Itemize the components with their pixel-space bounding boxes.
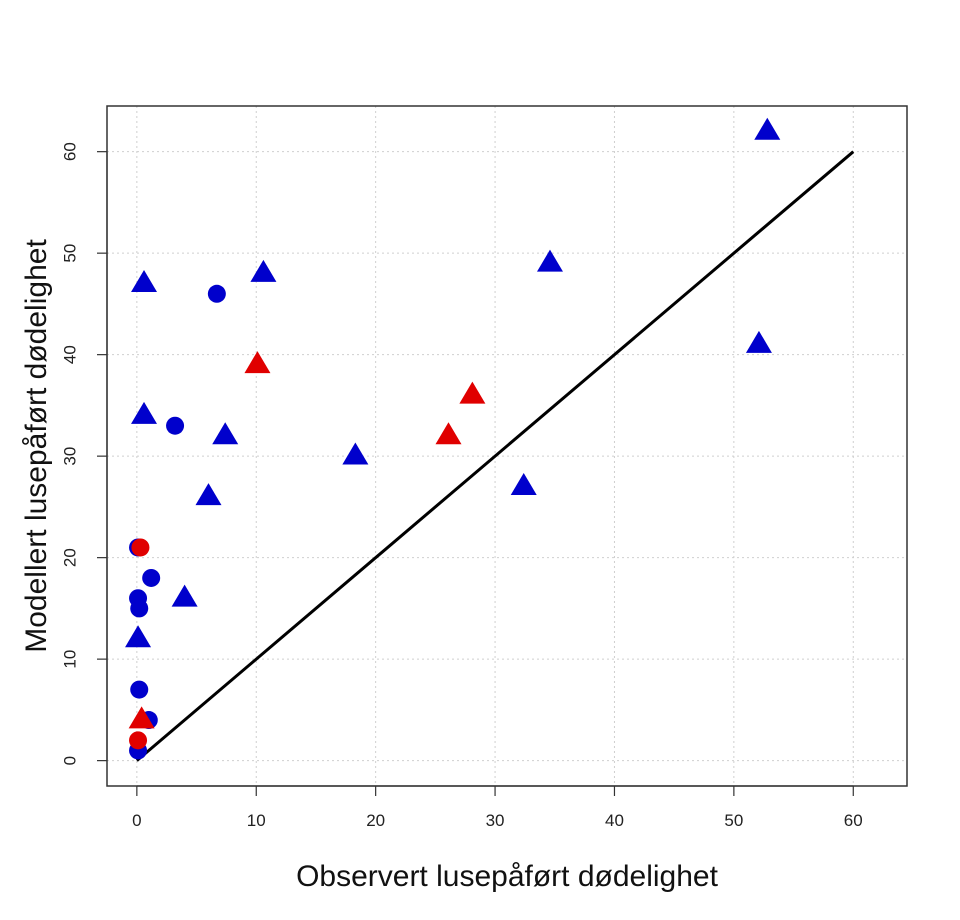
y-tick-label: 50 xyxy=(60,244,79,263)
data-point-blue-circle xyxy=(166,416,185,435)
y-tick-label: 10 xyxy=(60,650,79,669)
y-tick-label: 30 xyxy=(60,447,79,466)
data-point-red-triangle xyxy=(459,381,486,404)
data-point-blue-triangle xyxy=(131,401,158,424)
data-point-blue-triangle xyxy=(212,422,239,445)
data-point-red-triangle xyxy=(435,422,462,445)
data-point-blue-triangle xyxy=(195,483,222,506)
data-point-red-circle xyxy=(131,538,150,557)
y-tick-label: 20 xyxy=(60,548,79,567)
data-point-blue-triangle xyxy=(131,269,158,292)
data-point-red-triangle xyxy=(128,706,155,729)
data-point-blue-triangle xyxy=(536,249,563,272)
y-tick-label: 0 xyxy=(60,756,79,765)
x-axis: 0 10 20 30 40 50 60 xyxy=(132,785,863,830)
data-point-blue-triangle xyxy=(510,472,537,495)
x-tick-label: 40 xyxy=(605,811,624,830)
x-tick-label: 30 xyxy=(486,811,505,830)
data-point-blue-triangle xyxy=(342,442,369,465)
x-tick-label: 50 xyxy=(724,811,743,830)
identity-line-layer xyxy=(135,150,855,762)
data-point-red-circle xyxy=(129,731,148,750)
data-point-blue-triangle xyxy=(754,117,781,140)
x-axis-title: Observert lusepåført dødelighet xyxy=(296,860,719,893)
y-axis: 0 10 20 30 40 50 60 xyxy=(60,142,108,765)
identity-line xyxy=(135,150,855,762)
y-axis-title: Modellert lusepåført dødelighet xyxy=(20,239,53,653)
data-points xyxy=(125,117,781,760)
x-tick-label: 0 xyxy=(132,811,141,830)
data-point-red-triangle xyxy=(244,351,271,374)
data-point-blue-circle xyxy=(142,568,161,587)
data-point-blue-triangle xyxy=(171,584,198,607)
data-point-blue-triangle xyxy=(250,259,277,282)
y-tick-label: 40 xyxy=(60,345,79,364)
data-point-blue-circle xyxy=(130,680,149,699)
y-tick-label: 60 xyxy=(60,142,79,161)
data-point-blue-circle xyxy=(207,284,226,303)
data-point-blue-triangle xyxy=(745,330,772,353)
x-tick-label: 60 xyxy=(844,811,863,830)
data-point-blue-circle xyxy=(130,599,149,618)
grid-lines xyxy=(107,106,907,786)
data-point-blue-triangle xyxy=(125,625,152,648)
x-tick-label: 10 xyxy=(247,811,266,830)
x-tick-label: 20 xyxy=(366,811,385,830)
